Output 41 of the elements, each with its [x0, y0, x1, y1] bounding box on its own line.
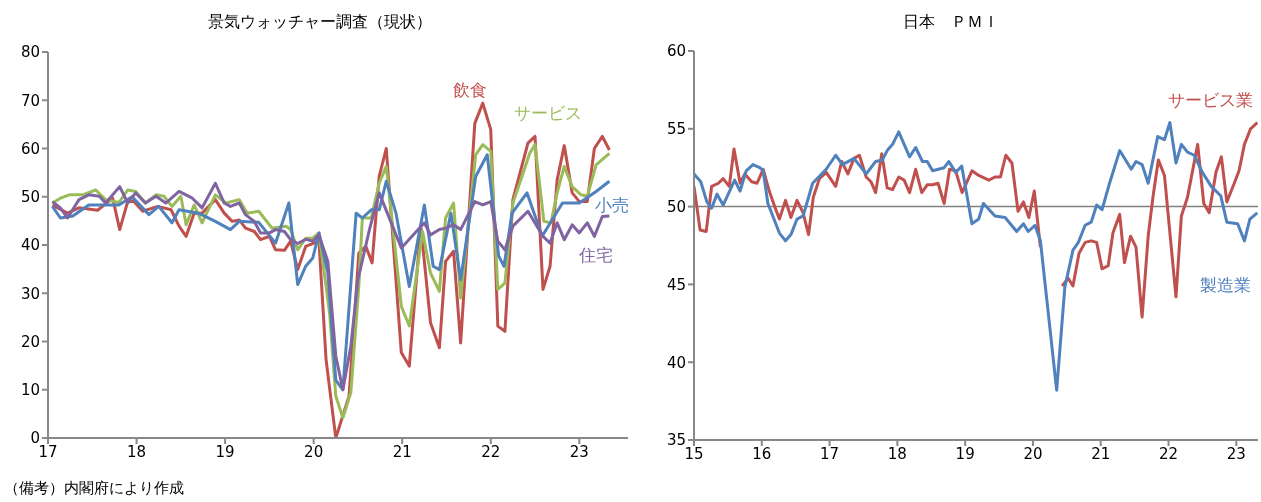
series-label: 住宅	[579, 243, 613, 267]
y-tick-label: 50	[20, 188, 40, 207]
y-tick-label: 80	[20, 43, 40, 62]
y-tick-label: 60	[666, 42, 686, 61]
y-tick-label: 40	[20, 236, 40, 255]
x-tick-label: 21	[392, 442, 412, 461]
y-tick-label: 20	[20, 332, 40, 351]
chart-title: 景気ウォッチャー調査（現状）	[207, 12, 433, 33]
y-tick-label: 40	[666, 353, 686, 372]
x-tick-label: 22	[1158, 444, 1179, 463]
x-tick-label: 19	[215, 442, 235, 461]
x-tick-label: 23	[1226, 444, 1246, 463]
y-tick-label: 50	[666, 197, 686, 216]
y-tick-label: 10	[20, 381, 40, 400]
y-tick-label: 60	[20, 139, 40, 158]
y-tick-label: 70	[20, 91, 40, 110]
x-tick-label: 22	[481, 442, 501, 461]
y-tick-label: 45	[666, 275, 686, 294]
x-tick-label: 21	[1091, 444, 1111, 463]
series-label: サービス	[514, 101, 582, 125]
y-tick-label: 0	[30, 429, 40, 448]
x-tick-label: 19	[955, 444, 975, 463]
x-tick-label: 17	[38, 442, 58, 461]
text: （備考）内閣府により作成	[4, 479, 184, 498]
x-tick-label: 18	[887, 444, 907, 463]
series-label: 小売	[595, 193, 629, 217]
y-tick-label: 30	[20, 284, 40, 303]
text: 製造業	[1199, 273, 1251, 297]
line-series	[694, 121, 1258, 392]
x-tick-label: 20	[1023, 444, 1043, 463]
x-tick-label: 20	[304, 442, 324, 461]
y-tick-label: 35	[666, 431, 686, 450]
x-tick-label: 17	[820, 444, 840, 463]
y-tick-label: 55	[666, 120, 686, 139]
x-tick-label: 16	[752, 444, 772, 463]
x-tick-label: 15	[684, 444, 704, 463]
chart-title: 日本 ＰＭＩ	[901, 12, 1000, 33]
series-label: サービス業	[1167, 88, 1253, 112]
x-tick-label: 18	[127, 442, 147, 461]
series-label: 飲食	[453, 78, 487, 102]
x-tick-label: 23	[569, 442, 589, 461]
